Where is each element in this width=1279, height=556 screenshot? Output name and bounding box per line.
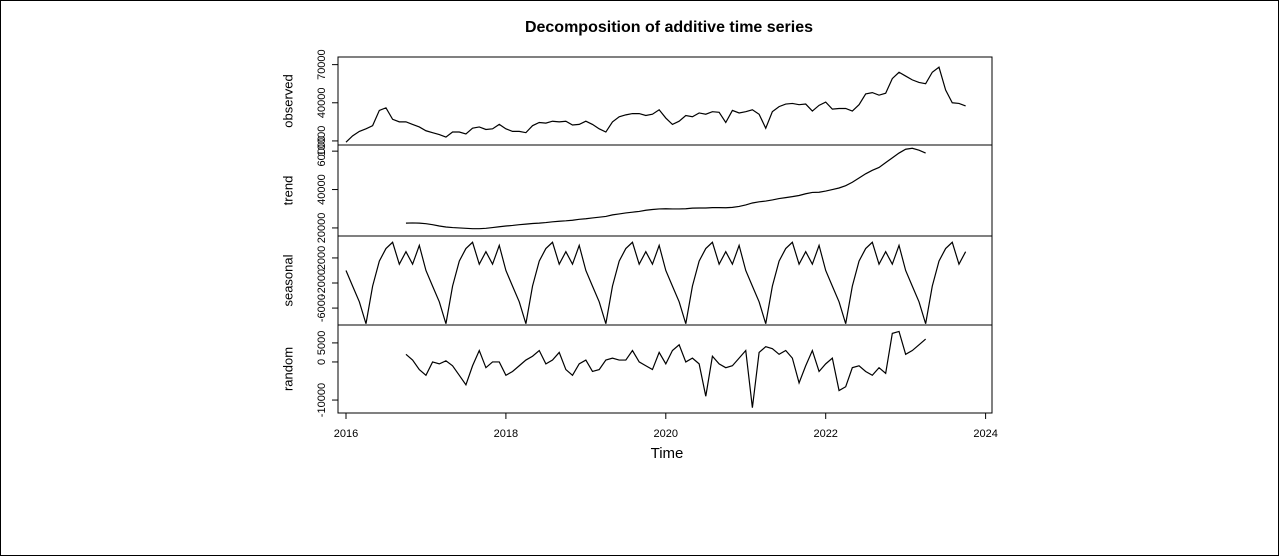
y-tick-label: 20000 <box>316 213 328 244</box>
x-tick-label: 2022 <box>813 428 837 440</box>
y-tick-label: 60000 <box>316 136 328 167</box>
series-line <box>345 241 967 324</box>
x-tick-label: 2018 <box>494 428 518 440</box>
y-tick-label: 10000 <box>316 126 328 157</box>
x-tick-label: 2024 <box>973 428 997 440</box>
y-tick-label: -2000 <box>316 269 328 297</box>
y-tick-label: 70000 <box>316 49 328 80</box>
y-tick-label: 2000 <box>316 246 328 270</box>
panel-frame <box>337 324 993 414</box>
y-tick-label: 0 <box>316 359 328 365</box>
x-tick-label: 2020 <box>654 428 678 440</box>
panel-label: trend <box>280 176 295 206</box>
y-tick-label: -6000 <box>316 294 328 322</box>
panel-label: observed <box>280 74 295 127</box>
panel-label: random <box>280 347 295 391</box>
y-tick-label: 40000 <box>316 87 328 118</box>
panel-label: seasonal <box>280 254 295 306</box>
y-tick-label: 40000 <box>316 174 328 205</box>
y-tick-label: 5000 <box>316 331 328 355</box>
chart-title: Decomposition of additive time series <box>525 19 813 36</box>
y-tick-label: -10000 <box>316 383 328 417</box>
series-line <box>345 66 966 143</box>
x-axis-label: Time <box>651 445 684 462</box>
x-tick-label: 2016 <box>334 428 358 440</box>
series-line <box>405 330 927 408</box>
series-line <box>405 147 926 230</box>
